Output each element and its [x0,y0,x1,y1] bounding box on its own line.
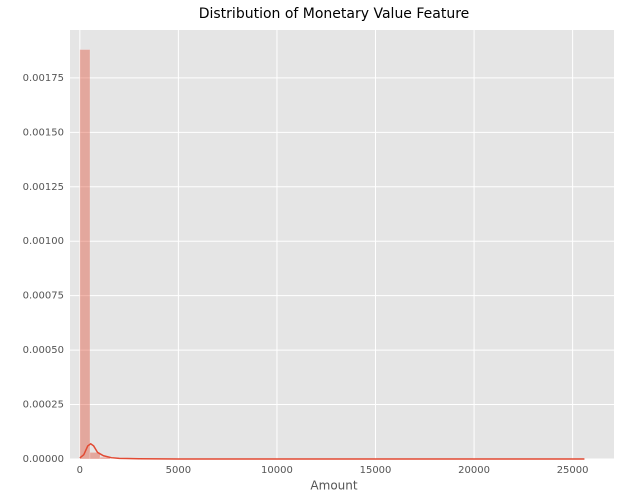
x-tick-label: 25000 [557,465,589,476]
y-tick-label: 0.00075 [23,291,64,302]
y-tick-label: 0.00050 [23,345,64,356]
kde-line [79,442,585,460]
y-tick-label: 0.00025 [23,400,64,411]
chart-title: Distribution of Monetary Value Feature [199,6,470,22]
x-tick-label: 15000 [360,465,392,476]
x-tick-label: 5000 [166,465,191,476]
x-axis-label: Amount [310,479,357,493]
bar [89,452,101,460]
y-tick-label: 0.00175 [23,73,64,84]
y-tick-label: 0.00125 [23,182,64,193]
y-tick-label: 0.00100 [23,236,64,247]
x-tick-label: 20000 [458,465,490,476]
y-tick-label: 0.00150 [23,127,64,138]
plot-background [70,30,614,459]
x-tick-label: 0 [77,465,83,476]
bar [79,49,91,460]
x-tick-label: 10000 [261,465,293,476]
y-tick-label: 0.00000 [23,454,64,465]
